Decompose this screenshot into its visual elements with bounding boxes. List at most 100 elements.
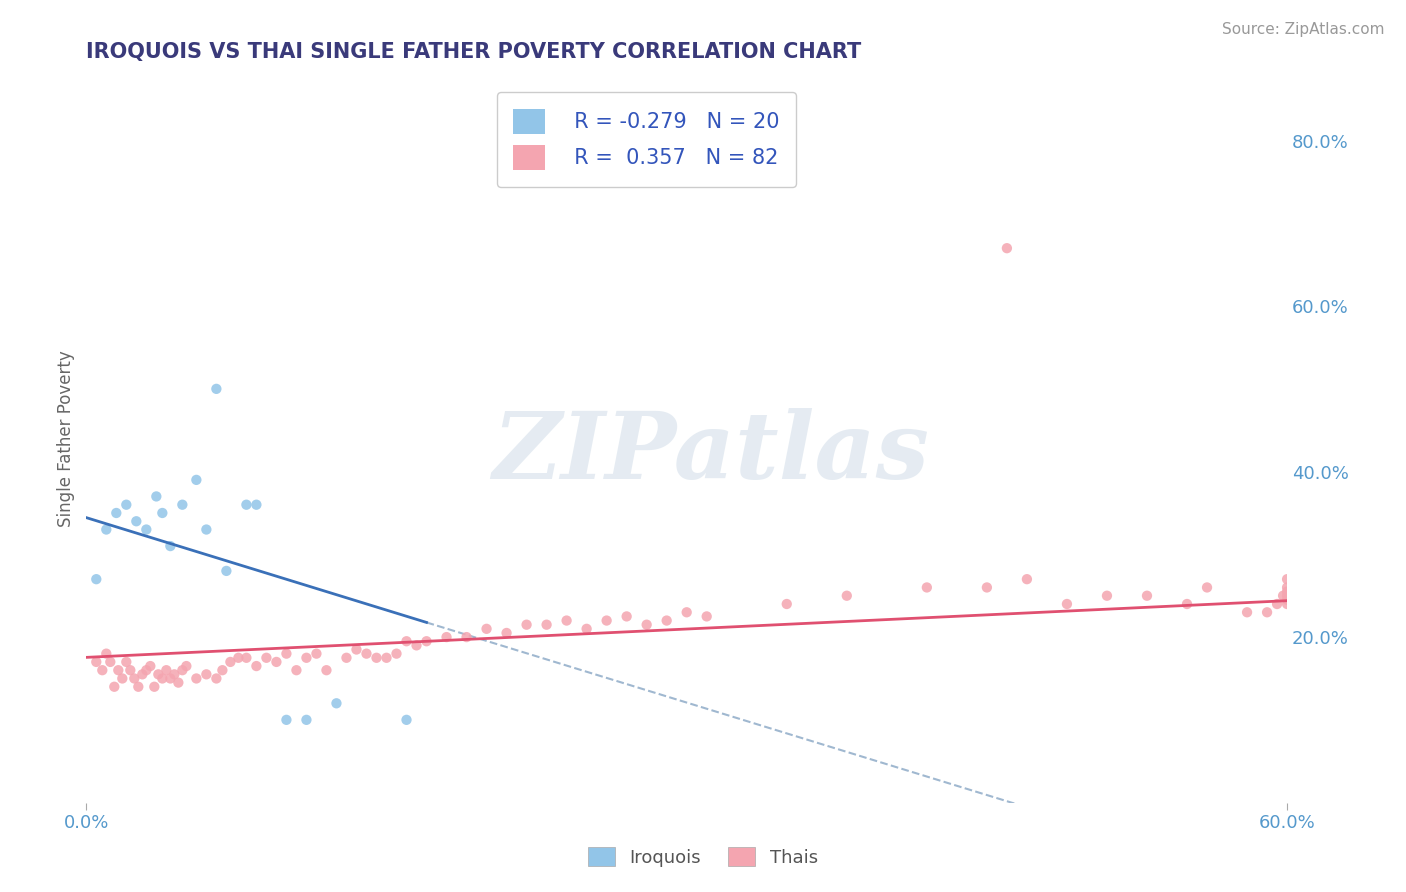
Point [436,630,458,644]
Point [346,642,368,657]
Point [235,498,257,512]
Point [167,675,190,690]
Point [616,609,638,624]
Point [276,647,298,661]
Point [1265,597,1288,611]
Text: ZIPatlas: ZIPatlas [492,408,929,498]
Point [176,659,198,673]
Point [139,659,162,673]
Point [186,672,208,686]
Point [172,498,194,512]
Point [675,605,697,619]
Point [266,655,288,669]
Point [575,622,598,636]
Point [405,639,427,653]
Point [976,581,998,595]
Point [107,663,129,677]
Point [276,713,298,727]
Point [105,506,128,520]
Point [98,655,121,669]
Point [415,634,437,648]
Point [1236,605,1258,619]
Point [120,663,142,677]
Point [150,672,173,686]
Point [111,672,134,686]
Point [325,696,347,710]
Text: Source: ZipAtlas.com: Source: ZipAtlas.com [1222,22,1385,37]
Point [103,680,125,694]
Point [1272,589,1295,603]
Point [96,523,118,537]
Point [159,672,181,686]
Point [1056,597,1078,611]
Point [636,617,658,632]
Point [195,667,218,681]
Point [135,663,157,677]
Point [150,506,173,520]
Point [211,663,233,677]
Point [1275,584,1298,599]
Point [776,597,799,611]
Point [285,663,308,677]
Point [315,663,337,677]
Point [915,581,938,595]
Point [145,490,167,504]
Point [219,655,242,669]
Point [1195,581,1218,595]
Point [159,539,181,553]
Point [1275,572,1298,586]
Point [385,647,408,661]
Point [356,647,378,661]
Point [115,655,138,669]
Point [125,514,148,528]
Point [228,650,250,665]
Text: IROQUOIS VS THAI SINGLE FATHER POVERTY CORRELATION CHART: IROQUOIS VS THAI SINGLE FATHER POVERTY C… [86,42,862,62]
Point [143,680,166,694]
Legend:   R = -0.279   N = 20,   R =  0.357   N = 82: R = -0.279 N = 20, R = 0.357 N = 82 [496,92,796,186]
Point [245,498,267,512]
Point [195,523,218,537]
Point [1275,592,1298,607]
Point [295,713,318,727]
Point [655,614,678,628]
Point [696,609,718,624]
Point [115,498,138,512]
Point [375,650,398,665]
Point [1095,589,1118,603]
Point [186,473,208,487]
Point [536,617,558,632]
Point [555,614,578,628]
Point [91,663,114,677]
Point [1015,572,1038,586]
Point [995,241,1018,255]
Point [495,626,517,640]
Point [131,667,153,681]
Point [205,672,228,686]
Legend: Iroquois, Thais: Iroquois, Thais [581,840,825,874]
Point [395,634,418,648]
Point [245,659,267,673]
Point [135,523,157,537]
Point [254,650,277,665]
Y-axis label: Single Father Poverty: Single Father Poverty [58,351,75,527]
Point [155,663,177,677]
Point [516,617,538,632]
Point [84,572,107,586]
Point [205,382,228,396]
Point [148,667,170,681]
Point [475,622,498,636]
Point [172,663,194,677]
Point [1275,581,1298,595]
Point [1275,597,1298,611]
Point [366,650,388,665]
Point [295,650,318,665]
Point [163,667,186,681]
Point [96,647,118,661]
Point [1275,589,1298,603]
Point [395,713,418,727]
Point [456,630,478,644]
Point [305,647,328,661]
Point [595,614,617,628]
Point [127,680,149,694]
Point [215,564,238,578]
